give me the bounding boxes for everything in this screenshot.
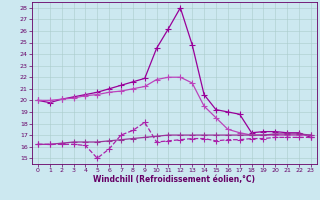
X-axis label: Windchill (Refroidissement éolien,°C): Windchill (Refroidissement éolien,°C) — [93, 175, 255, 184]
